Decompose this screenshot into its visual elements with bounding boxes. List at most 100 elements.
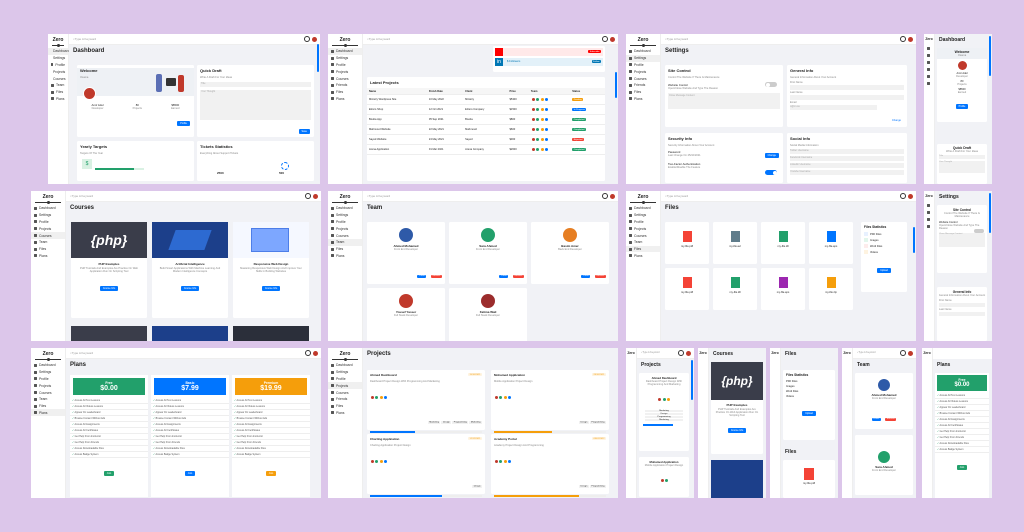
bell-icon[interactable] [304,36,310,42]
remove-button[interactable]: Remove [512,340,524,341]
nav-plans[interactable]: Plans [31,409,65,417]
youtube-input[interactable]: Youtube Username [790,170,904,175]
nav-profile[interactable]: Profile [328,62,362,69]
nav-settings[interactable]: Settings [626,212,660,219]
nav-dashboard[interactable]: Dashboard [328,205,362,212]
nav-friends[interactable]: Friends [328,396,362,403]
nav-courses[interactable]: Courses [31,389,65,396]
avatar[interactable] [313,193,318,199]
nav-courses[interactable]: Courses [328,389,362,396]
nav-dashboard[interactable]: Dashboard [31,205,65,212]
nav-dashboard[interactable]: Dashboard [328,362,362,369]
search-input[interactable]: Type A Keyword [641,351,659,354]
profile-button[interactable]: Profile [499,274,509,278]
follow-button[interactable]: Follow [591,60,601,63]
course-info-button[interactable]: Course Info [727,428,747,433]
file-card[interactable]: my-file.eps [809,222,853,264]
draft-title-input[interactable]: Title [939,155,985,159]
draft-title-input[interactable]: Title [200,82,311,87]
bell-icon[interactable] [678,350,684,356]
scrollbar[interactable] [913,227,915,253]
nav-dashboard[interactable]: Dashboard [328,48,362,55]
avatar[interactable] [908,36,913,42]
upload-button[interactable]: Upload [877,268,891,273]
nav-settings[interactable]: Settings [328,212,362,219]
website-toggle[interactable] [765,82,777,87]
join-button[interactable]: Join [184,471,196,476]
nav-plans[interactable]: Plans [328,95,362,102]
nav-courses[interactable]: Courses [626,232,660,239]
avatar[interactable] [313,350,318,356]
nav-plans[interactable]: Plans [328,409,362,416]
nav-settings[interactable]: Settings [328,55,362,62]
search-input[interactable]: Type A Keyword [70,194,94,198]
nav-dashboard[interactable]: Dashboard [31,362,65,369]
graduation-icon[interactable] [927,75,930,78]
subscribe-button[interactable]: Subscribe [588,50,601,53]
avatar[interactable] [686,350,691,356]
nav-dashboard[interactable]: Dashboard [626,48,660,55]
profile-button[interactable]: Profile [177,121,190,126]
search-input[interactable]: Type A Keyword [665,37,689,41]
nav-profile[interactable]: Profile [626,62,660,69]
search-input[interactable]: Type A Keyword [73,37,97,41]
nav-projects[interactable]: Projects [31,225,65,232]
nav-projects[interactable]: Projects [48,68,68,75]
facebook-input[interactable]: Facebook Username [790,156,904,161]
file-card[interactable]: my-file.dll [761,222,805,264]
nav-files[interactable]: Files [626,89,660,96]
nav-team[interactable]: Team [48,82,68,89]
nav-files[interactable]: Files [48,89,68,96]
nav-projects[interactable]: Projects [626,225,660,232]
nav-plans[interactable]: Plans [626,252,660,259]
avatar[interactable] [610,36,615,42]
nav-files[interactable]: Files [328,89,362,96]
nav-settings[interactable]: Settings [31,369,65,376]
search-input[interactable]: Type A Keyword [70,351,94,355]
draft-body-input[interactable]: Your Thought [200,90,311,120]
file-card[interactable]: my-file.avi [713,222,757,264]
nav-files[interactable]: Files [31,246,65,253]
linkedin-input[interactable]: Linkedin Username [790,163,904,168]
nav-plans[interactable]: Plans [31,252,65,259]
nav-profile[interactable]: Profile [626,219,660,226]
course-info-button[interactable]: Course Info [180,286,200,291]
nav-courses[interactable]: Courses [626,75,660,82]
avatar[interactable] [908,193,913,199]
join-button[interactable]: Join [103,471,115,476]
search-input[interactable]: Type A Keyword [665,194,689,198]
nav-courses[interactable]: Courses [328,75,362,82]
nav-files[interactable]: Files [328,246,362,253]
gear-icon[interactable] [927,54,930,57]
bell-icon[interactable] [305,193,311,199]
scrollbar[interactable] [691,360,693,400]
nav-team[interactable]: Team [31,239,65,246]
search-input[interactable]: Type A Keyword [367,194,391,198]
avatar[interactable] [610,193,615,199]
user-icon[interactable] [927,61,930,64]
profile-button[interactable]: Profile [417,340,427,341]
join-button[interactable]: Join [956,465,968,470]
first-name-input[interactable] [790,85,904,90]
bell-icon[interactable] [900,193,906,199]
nav-team[interactable]: Team [626,239,660,246]
nav-plans[interactable]: Plans [328,252,362,259]
remove-button[interactable]: Remove [512,274,524,278]
user-icon[interactable] [927,218,930,221]
website-toggle[interactable] [974,229,984,233]
nav-files[interactable]: Files [31,403,65,410]
remove-button[interactable]: Remove [430,340,442,341]
remove-button[interactable]: Remove [594,274,606,278]
scrollbar[interactable] [989,36,991,76]
profile-button[interactable]: Profile [871,417,881,421]
avatar[interactable] [908,350,913,356]
nav-friends[interactable]: Friends [328,82,362,89]
profile-button[interactable]: Profile [499,340,509,341]
nav-plans[interactable]: Plans [48,95,68,102]
nav-courses[interactable]: Courses [48,75,68,82]
dashboard-icon[interactable] [927,47,930,50]
file-card[interactable]: my-file.dll [713,268,757,310]
file-card[interactable]: my-file.pdf [665,222,709,264]
twitter-input[interactable]: Twitter Username [790,149,904,154]
draft-body-input[interactable]: Your Thought [939,161,985,173]
